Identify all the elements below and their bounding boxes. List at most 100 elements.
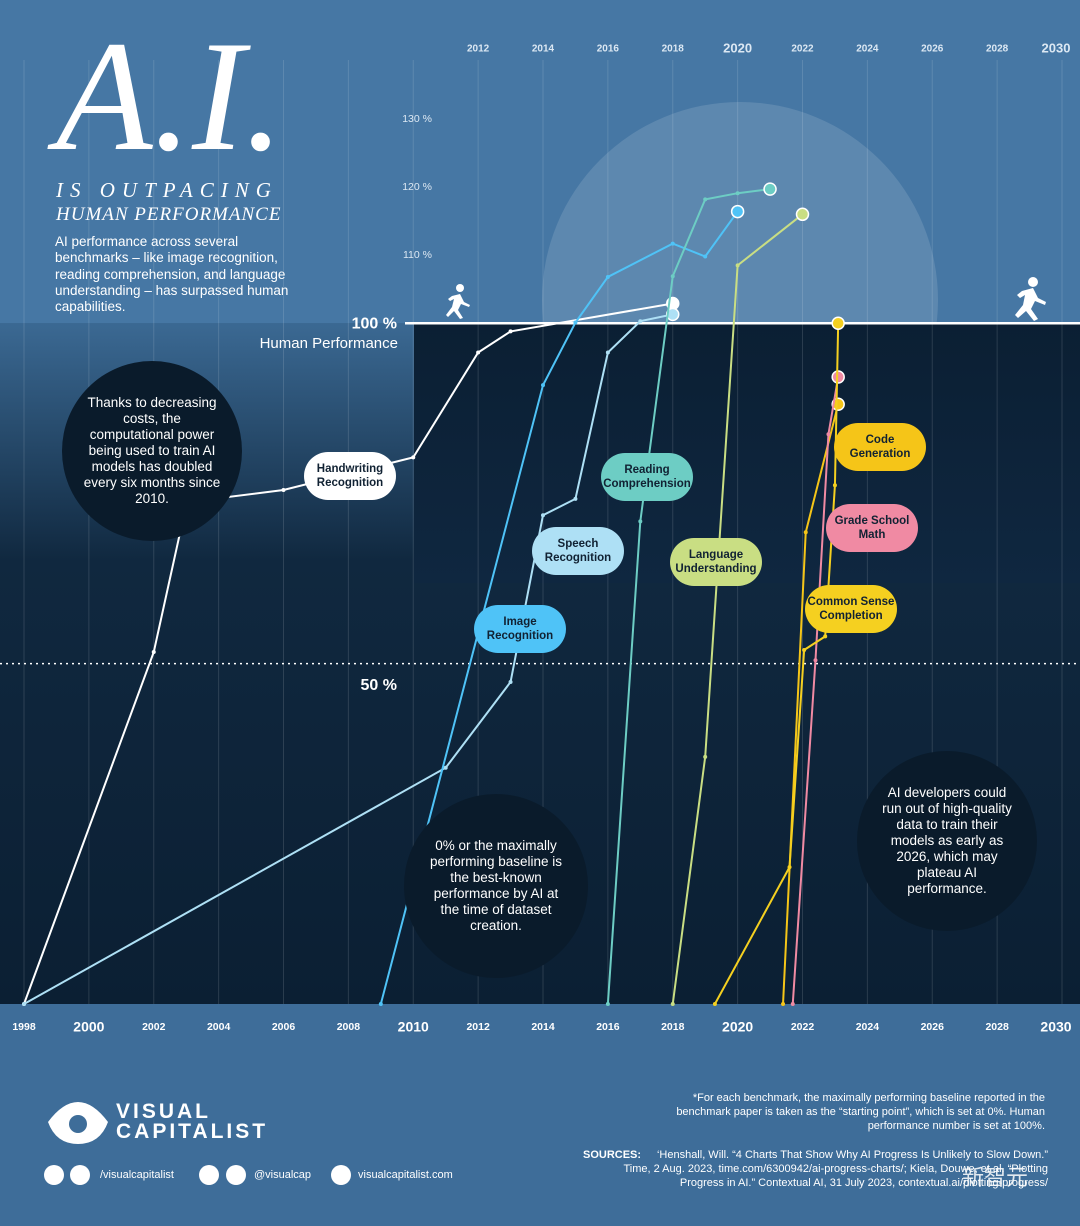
data-point (151, 650, 156, 655)
data-point (795, 207, 810, 222)
footer-bg (0, 1004, 1080, 1226)
legend-label: Language Understanding (670, 538, 762, 586)
data-point (670, 274, 675, 279)
x-tick-label: 2030 (1040, 1019, 1071, 1035)
x-tick-label-top: 2024 (856, 44, 879, 55)
data-point (803, 530, 808, 535)
brand-line: VISUAL (116, 1100, 212, 1123)
baseline-label: Human Performance (259, 335, 398, 352)
x-tick-label-top: 2028 (986, 44, 1009, 55)
x-tick-label: 2006 (272, 1021, 296, 1033)
series-line (606, 188, 771, 1005)
series-line (23, 313, 673, 1005)
x-tick-label: 2000 (73, 1019, 104, 1035)
data-point (781, 1002, 786, 1006)
data-point (638, 319, 643, 324)
series-line (791, 376, 840, 1005)
annotation-text: Thanks to decreasing costs, the computat… (83, 395, 221, 506)
data-point (823, 634, 828, 639)
data-point (508, 329, 513, 334)
data-point (787, 865, 792, 870)
data-point (831, 397, 845, 411)
handle: /visualcapitalist (100, 1169, 174, 1181)
x-tick-label-top: 2018 (662, 44, 685, 55)
data-point (378, 1002, 383, 1006)
annotation: 0% or the maximally performing baseline … (404, 794, 588, 978)
x-tick-label: 2008 (337, 1021, 361, 1033)
data-point (541, 383, 545, 388)
y-tick-label: 120 % (402, 181, 432, 193)
annotation: Thanks to decreasing costs, the computat… (62, 361, 242, 541)
data-point (790, 1002, 795, 1006)
data-point (813, 658, 818, 663)
handle: @visualcap (254, 1169, 312, 1181)
data-point (22, 1002, 26, 1006)
x-tick-label: 2004 (207, 1021, 231, 1033)
x-tick-label-top: 2012 (467, 44, 490, 55)
legend-label: Reading Comprehension (601, 453, 693, 501)
footnote: *For each benchmark, the maximally perfo… (676, 1092, 1045, 1132)
legend-label: Grade School Math (826, 504, 918, 552)
description: AI performance across several benchmarks… (55, 234, 289, 315)
x-tick-label: 2016 (596, 1021, 620, 1033)
x-tick-label: 2014 (531, 1021, 555, 1033)
x-tick-label: 1998 (12, 1021, 36, 1033)
sources-label: SOURCES: (583, 1149, 642, 1161)
data-point (735, 191, 740, 196)
x-tick-label: 2026 (921, 1021, 945, 1033)
legend-label: Image Recognition (474, 605, 566, 653)
legend-label: Code Generation (834, 423, 926, 471)
data-point (730, 204, 745, 219)
data-point (831, 316, 845, 330)
data-point (573, 320, 578, 325)
data-point (712, 1002, 717, 1006)
annotation-text: 0% or the maximally performing baseline … (429, 838, 563, 933)
series-line (671, 213, 804, 1005)
data-point (703, 254, 708, 259)
data-point (573, 496, 578, 501)
x-tick-label-top: 2022 (791, 44, 814, 55)
y-tick-label: 100 % (352, 315, 397, 332)
watermark: 新智元 (962, 1166, 1029, 1191)
data-point (670, 241, 675, 246)
brand: VISUAL CAPITALIST (116, 1100, 268, 1142)
data-point (638, 519, 643, 524)
data-point (443, 765, 448, 770)
data-point (605, 350, 610, 355)
y-tick-label: 130 % (402, 113, 432, 125)
data-point (605, 274, 610, 279)
data-point (411, 455, 416, 460)
x-tick-label: 2024 (856, 1021, 880, 1033)
data-point (832, 483, 837, 488)
subtitle: IS OUTPACING (56, 178, 278, 202)
subtitle: HUMAN PERFORMANCE (56, 204, 282, 225)
data-point (605, 1002, 610, 1006)
data-point (763, 182, 777, 196)
legend-label: Handwriting Recognition (304, 452, 396, 500)
data-point (281, 488, 286, 493)
legend-label: Common Sense Completion (805, 585, 897, 633)
x-tick-label: 2028 (985, 1021, 1009, 1033)
data-point (703, 197, 708, 202)
x-tick-label: 2002 (142, 1021, 166, 1033)
data-point (703, 754, 708, 759)
x-tick-label: 2018 (661, 1021, 685, 1033)
x-tick-label-top: 2016 (597, 44, 620, 55)
data-point (826, 432, 831, 437)
annotation-text: AI developers could run out of high-qual… (882, 785, 1012, 896)
x-tick-label-top: 2026 (921, 44, 944, 55)
data-point (735, 263, 740, 268)
data-point (802, 648, 807, 652)
x-tick-label: 2010 (398, 1019, 429, 1035)
x-tick-label: 2012 (466, 1021, 490, 1033)
x-tick-label: 2020 (722, 1019, 753, 1035)
x-tick-label-top: 2030 (1042, 40, 1071, 55)
y-tick-label: 110 % (403, 249, 432, 261)
social-icons (44, 1165, 351, 1185)
handle: visualcapitalist.com (358, 1169, 453, 1181)
title: A.I. (56, 9, 285, 184)
legend-label: Speech Recognition (532, 527, 624, 575)
x-tick-label: 2022 (791, 1021, 815, 1033)
data-point (476, 350, 481, 355)
